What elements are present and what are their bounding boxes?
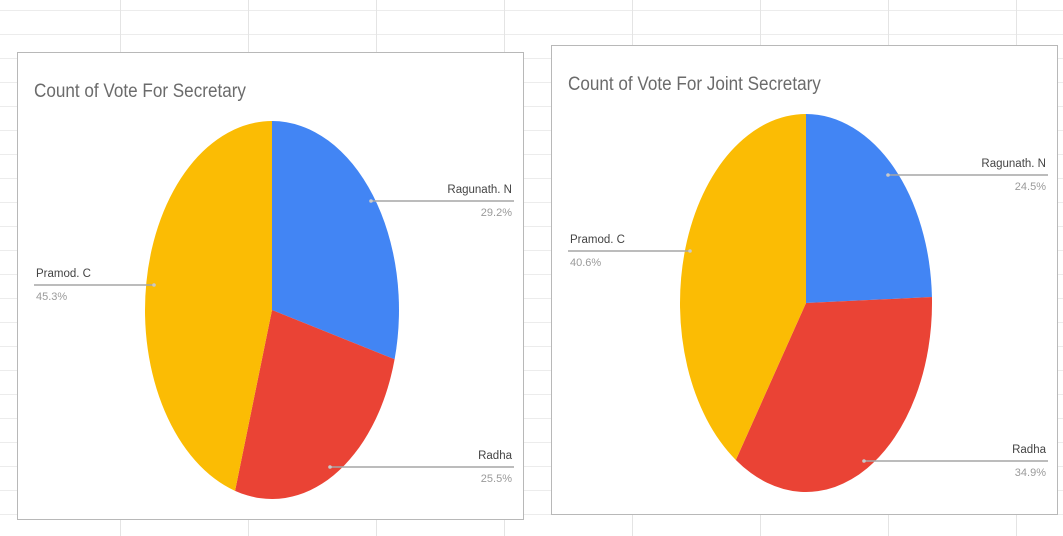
slice-percent-ragunath: 29.2%: [481, 207, 512, 219]
pie-slice-radha[interactable]: [235, 310, 395, 499]
slice-label-pramod: Pramod. C: [570, 234, 625, 246]
pie-slice-ragunath[interactable]: [272, 121, 399, 360]
leader-dot-radha: [328, 465, 332, 469]
slice-percent-ragunath: 24.5%: [1015, 181, 1046, 193]
slice-label-ragunath: Ragunath. N: [981, 158, 1046, 170]
leader-dot-pramod: [688, 249, 692, 253]
slice-label-radha: Radha: [1012, 444, 1046, 456]
slice-percent-radha: 25.5%: [481, 473, 512, 485]
pie-chart-secretary: Ragunath. N 29.2% Radha 25.5% Pramod. C 45.3%: [34, 121, 514, 499]
pie-chart-joint-secretary: Ragunath. N 24.5% Radha 34.9% Pramod. C 40.6%: [568, 114, 1048, 493]
pie-slice-pramod[interactable]: [144, 121, 272, 491]
slice-percent-radha: 34.9%: [1015, 467, 1046, 479]
slice-label-ragunath: Ragunath. N: [447, 184, 512, 196]
chart-secretary[interactable]: Count of Vote For Secretary Ragunath. N 2…: [17, 52, 524, 520]
pie-slice-ragunath[interactable]: [806, 114, 932, 303]
leader-dot-ragunath: [886, 173, 890, 177]
slice-percent-pramod: 40.6%: [570, 257, 601, 269]
leader-dot-pramod: [152, 283, 156, 287]
pie-slice-pramod[interactable]: [679, 114, 806, 460]
leader-dot-ragunath: [369, 199, 373, 203]
chart-title: Count of Vote For Secretary: [34, 81, 246, 102]
slice-label-pramod: Pramod. C: [36, 268, 91, 280]
slice-percent-pramod: 45.3%: [36, 291, 67, 303]
chart-title: Count of Vote For Joint Secretary: [568, 74, 821, 95]
slice-label-radha: Radha: [478, 450, 512, 462]
chart-joint-secretary[interactable]: Count of Vote For Joint Secretary Raguna…: [551, 45, 1058, 515]
leader-dot-radha: [862, 459, 866, 463]
pie-slice-radha[interactable]: [735, 297, 933, 493]
